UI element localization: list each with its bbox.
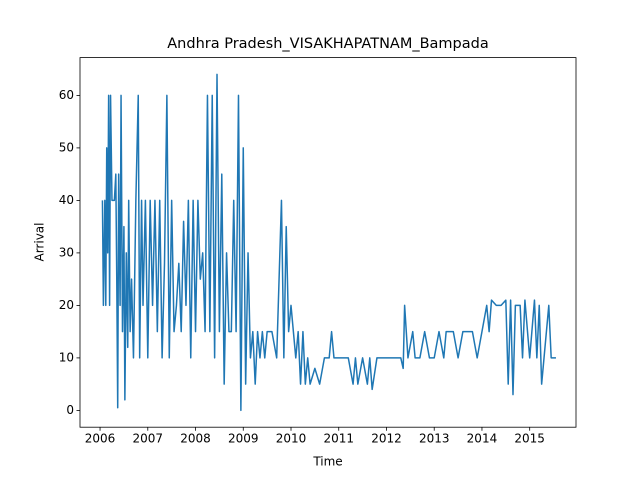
y-tick-label: 30 (59, 245, 74, 259)
x-tick-label: 2008 (180, 432, 211, 446)
x-tick-label: 2014 (467, 432, 498, 446)
x-tick-label: 2011 (323, 432, 354, 446)
x-tick-label: 2013 (419, 432, 450, 446)
plot-area (80, 57, 576, 428)
x-axis-label: Time (312, 455, 342, 469)
x-tick-label: 2007 (133, 432, 164, 446)
y-tick-label: 60 (59, 88, 74, 102)
y-tick-label: 0 (66, 403, 74, 417)
x-tick-label: 2010 (276, 432, 307, 446)
y-tick-label: 20 (59, 298, 74, 312)
x-tick-label: 2015 (514, 432, 545, 446)
y-axis-label: Arrival (33, 223, 47, 262)
x-tick-label: 2006 (85, 432, 116, 446)
x-tick-label: 2009 (228, 432, 259, 446)
data-line (101, 73, 556, 412)
axes-frame (79, 57, 577, 428)
chart-title: Andhra Pradesh_VISAKHAPATNAM_Bampada (167, 36, 488, 52)
y-tick-label: 40 (59, 193, 74, 207)
x-tick-label: 2012 (371, 432, 402, 446)
y-tick-label: 10 (59, 350, 74, 364)
y-tick-label: 50 (59, 140, 74, 154)
